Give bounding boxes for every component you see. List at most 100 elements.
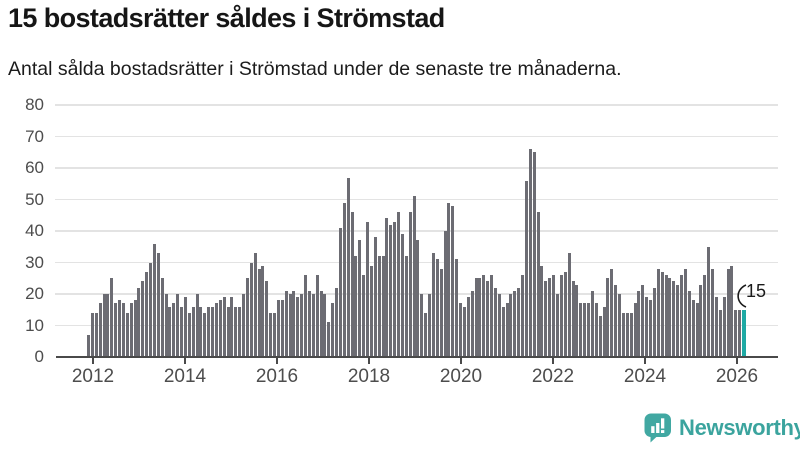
bar: [187, 312, 191, 357]
bar: [687, 290, 691, 357]
bar: [183, 297, 187, 357]
bar: [203, 312, 207, 357]
bar: [245, 278, 249, 358]
x-axis-tick: [276, 358, 278, 365]
bar: [474, 278, 478, 358]
bar: [587, 303, 590, 357]
bar: [342, 202, 346, 357]
bar: [249, 262, 253, 357]
bar: [544, 281, 548, 357]
bar: [559, 275, 563, 357]
bar: [211, 306, 215, 357]
bar: [726, 268, 730, 357]
bar: [645, 297, 649, 357]
bar: [412, 196, 416, 357]
x-axis-tick-label: 2014: [163, 366, 207, 387]
bar: [304, 275, 308, 357]
x-axis-tick: [184, 358, 186, 365]
bar: [400, 234, 404, 357]
bar: [621, 312, 625, 357]
bar: [350, 212, 354, 357]
bar: [199, 306, 203, 357]
bar: [455, 259, 459, 357]
bar: [164, 294, 168, 357]
bar: [680, 275, 684, 357]
newsworthy-logo[interactable]: Newsworthy: [643, 412, 800, 444]
bar: [431, 253, 435, 358]
x-axis-tick: [92, 358, 94, 365]
bar: [125, 312, 129, 357]
bar: [191, 306, 195, 357]
bar: [486, 281, 490, 357]
bar: [707, 246, 711, 358]
bar: [218, 300, 222, 357]
gridline: [55, 135, 778, 138]
bar: [327, 322, 331, 357]
bar: [637, 290, 641, 357]
y-axis-tick-label: 30: [25, 252, 44, 272]
bar: [214, 303, 218, 357]
bar: [660, 271, 664, 357]
bar: [416, 240, 420, 357]
bar: [738, 309, 742, 358]
bar: [323, 294, 327, 357]
bar: [238, 306, 242, 357]
bar: [129, 303, 133, 357]
bar: [711, 268, 715, 357]
bar: [668, 278, 672, 358]
bar: [358, 240, 362, 357]
bar: [443, 231, 447, 357]
bar: [98, 303, 102, 357]
bar: [447, 202, 451, 357]
bar: [532, 152, 536, 358]
bar: [180, 306, 184, 357]
bar: [319, 290, 323, 357]
bar: [548, 278, 552, 358]
bar: [633, 303, 637, 357]
bar: [497, 294, 501, 357]
bar: [121, 303, 125, 357]
y-axis-tick-label: 60: [25, 158, 44, 177]
bar: [389, 224, 393, 357]
bar: [222, 297, 226, 357]
bar: [234, 306, 238, 357]
bar: [106, 294, 110, 357]
bar: [470, 290, 474, 357]
bar: [381, 256, 385, 357]
y-axis-tick-label: 20: [25, 284, 44, 303]
newsworthy-icon: [644, 413, 671, 443]
bar: [346, 177, 350, 357]
bar: [462, 306, 466, 357]
bar: [90, 312, 94, 357]
bar: [509, 294, 513, 357]
bar: [420, 294, 424, 357]
bar: [618, 294, 621, 357]
bar: [176, 294, 180, 357]
bar: [253, 253, 257, 358]
bar: [451, 205, 455, 357]
bar: [672, 281, 676, 357]
bar: [141, 281, 145, 357]
bar: [575, 284, 579, 358]
bar: [734, 309, 738, 358]
bar: [87, 334, 90, 357]
x-axis-tick: [368, 358, 370, 365]
bar: [404, 256, 408, 357]
x-axis-tick-label: 2020: [439, 366, 483, 387]
bar: [567, 253, 571, 358]
bar: [614, 284, 618, 358]
bar: [362, 275, 366, 357]
bar: [552, 275, 556, 357]
bar: [730, 265, 734, 357]
bar: [676, 284, 680, 358]
bar: [656, 268, 660, 357]
bar: [664, 275, 668, 357]
bar: [540, 265, 544, 357]
bar: [524, 180, 528, 357]
bar: [102, 294, 106, 357]
bar: [435, 259, 439, 357]
bar: [242, 294, 246, 357]
x-axis-tick-label: 2024: [623, 366, 667, 387]
